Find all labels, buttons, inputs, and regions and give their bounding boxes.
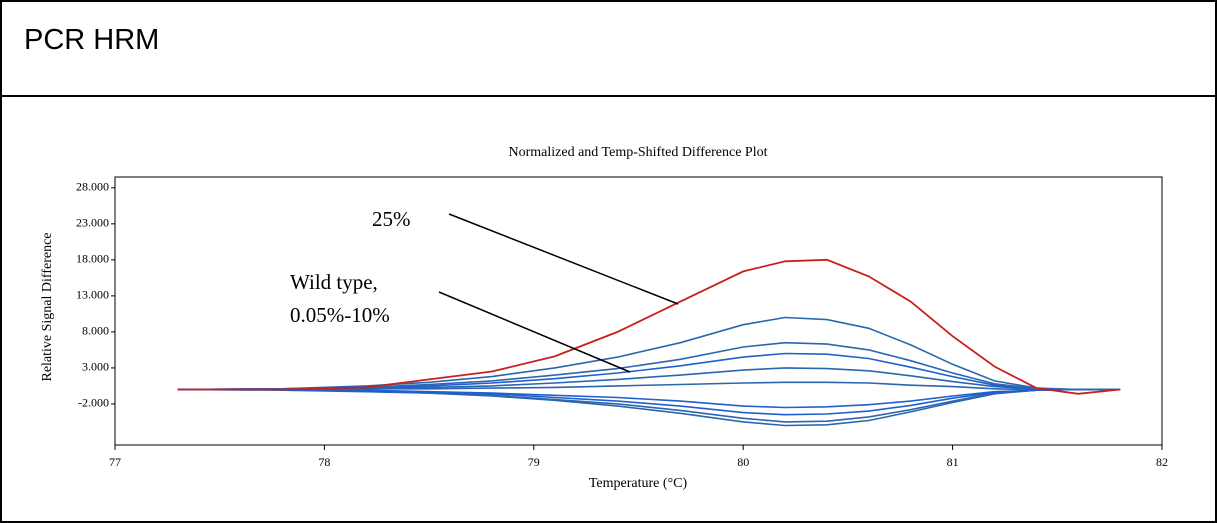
y-tick-label: 23.000: [76, 216, 109, 230]
series-line: [177, 388, 1121, 409]
y-tick-label: 18.000: [76, 252, 109, 266]
y-tick-label: 3.000: [82, 360, 109, 374]
x-tick-label: 82: [1156, 455, 1168, 469]
chart-title: Normalized and Temp-Shifted Difference P…: [509, 145, 768, 160]
series-line: [177, 341, 1121, 391]
series-line: [177, 381, 1121, 391]
series-line: [177, 352, 1121, 391]
y-tick-label: -2.000: [78, 396, 109, 410]
series-line: [177, 367, 1121, 391]
plot-frame: [114, 176, 1163, 446]
annotation-pointer: [448, 213, 679, 305]
y-tick-label: 28.000: [76, 180, 109, 194]
series-line: [177, 258, 1121, 395]
annotation: 0.05%-10%: [290, 303, 390, 327]
header-title: PCR HRM: [24, 24, 160, 56]
y-axis-title: Relative Signal Difference: [40, 232, 55, 381]
series-line: [177, 316, 1121, 391]
annotation: 25%: [372, 207, 411, 231]
y-tick-label: 13.000: [76, 288, 109, 302]
x-tick-label: 77: [109, 455, 121, 469]
x-tick-label: 80: [737, 455, 749, 469]
x-tick-label: 78: [318, 455, 330, 469]
annotation-pointer: [438, 291, 631, 373]
x-tick-label: 81: [947, 455, 959, 469]
annotation: Wild type,: [290, 270, 378, 294]
chart: Normalized and Temp-Shifted Difference P…: [40, 145, 1168, 491]
x-axis-title: Temperature (°C): [589, 476, 688, 491]
y-tick-label: 8.000: [82, 324, 109, 338]
header: PCR HRM: [2, 2, 1215, 97]
x-tick-label: 79: [528, 455, 540, 469]
